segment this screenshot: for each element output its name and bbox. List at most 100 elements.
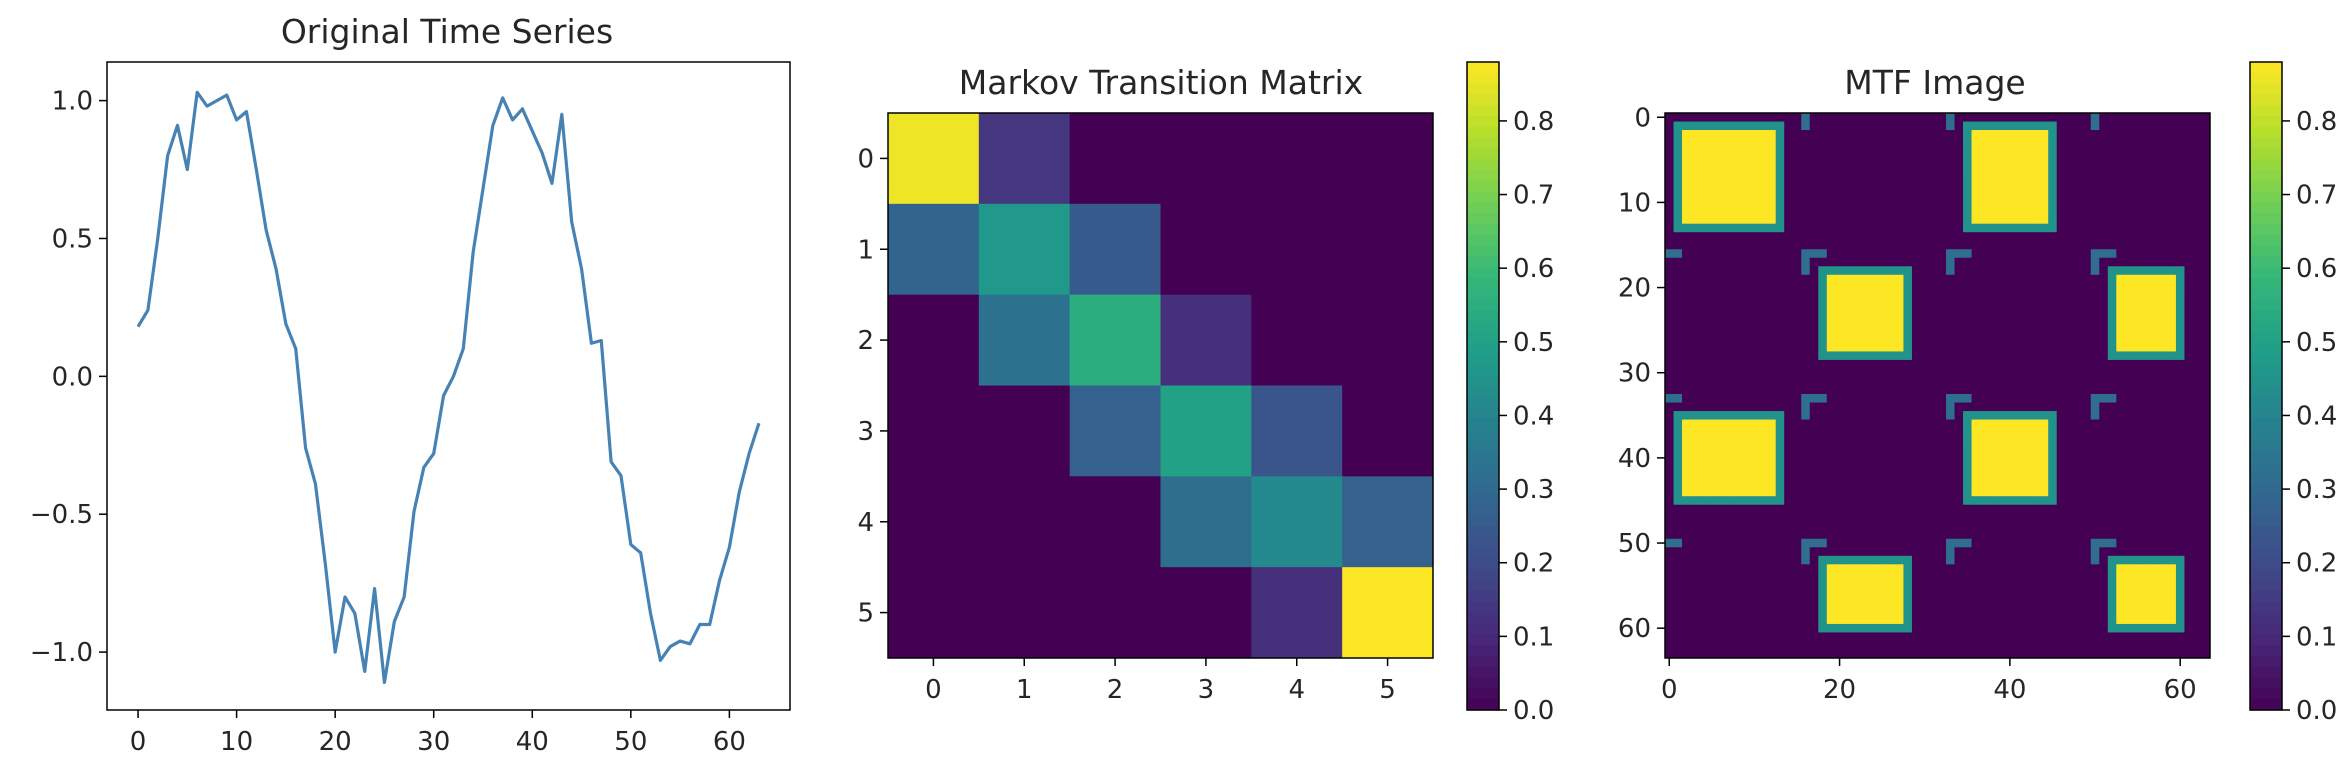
mtf-pixel — [2022, 589, 2032, 599]
mtf-pixel — [1775, 564, 1785, 574]
mtf-pixel — [1920, 215, 1930, 225]
mtf-pixel — [1894, 274, 1904, 284]
mtf-pixel — [1963, 172, 1973, 182]
mtf-pixel — [1673, 215, 1683, 225]
mtf-pixel — [1937, 606, 1947, 616]
mtf-pixel — [1928, 113, 1938, 123]
mtf-pixel — [1946, 487, 1956, 497]
mtf-pixel — [2175, 496, 2185, 506]
mtf-pixel — [1997, 470, 2007, 480]
mtf-pixel — [1928, 121, 1938, 131]
mtf-pixel — [1699, 223, 1709, 233]
mtf-pixel — [1920, 436, 1930, 446]
mtf-pixel — [1877, 317, 1887, 327]
mtf-pixel — [1937, 368, 1947, 378]
mtf-pixel — [1665, 181, 1675, 191]
mtf-pixel — [1809, 376, 1819, 386]
mtf-pixel — [1852, 632, 1862, 642]
mtf-pixel — [2022, 479, 2032, 489]
mtf-pixel — [1860, 164, 1870, 174]
colorbar-segment — [1467, 580, 1499, 592]
y-tick-label: 40 — [1618, 444, 1651, 474]
mtf-pixel — [2099, 547, 2109, 557]
mtf-pixel — [1869, 121, 1879, 131]
mtf-pixel — [2065, 376, 2075, 386]
mtf-pixel — [1707, 334, 1717, 344]
mtf-pixel — [1733, 428, 1743, 438]
mtf-pixel — [1877, 632, 1887, 642]
mtf-pixel — [1690, 249, 1700, 259]
mtf-pixel — [1767, 291, 1777, 301]
mtf-pixel — [1946, 240, 1956, 250]
mtf-pixel — [1750, 394, 1760, 404]
mtf-pixel — [2175, 649, 2185, 659]
mtf-pixel — [2082, 283, 2092, 293]
mtf-pixel — [1928, 274, 1938, 284]
mtf-pixel — [2048, 623, 2058, 633]
mtf-pixel — [2116, 487, 2126, 497]
mtf-pixel — [1903, 223, 1913, 233]
mtf-pixel — [2073, 283, 2083, 293]
mtf-pixel — [1835, 436, 1845, 446]
colorbar-segment — [1467, 375, 1499, 387]
mtf-pixel — [2022, 240, 2032, 250]
mtf-pixel — [1818, 428, 1828, 438]
mtf-pixel — [1724, 538, 1734, 548]
mtf-pixel — [1733, 266, 1743, 276]
mtf-pixel — [1946, 385, 1956, 395]
mtf-pixel — [1690, 572, 1700, 582]
mtf-pixel — [1928, 334, 1938, 344]
mtf-pixel — [1894, 513, 1904, 523]
mtf-pixel — [1818, 555, 1828, 565]
mtf-pixel — [2031, 291, 2041, 301]
mtf-pixel — [2065, 257, 2075, 267]
mtf-pixel — [1954, 172, 1964, 182]
mtf-pixel — [1911, 325, 1921, 335]
mtf-pixel — [1767, 138, 1777, 148]
mtf-pixel — [1928, 521, 1938, 531]
mtf-pixel — [1920, 351, 1930, 361]
mtf-pixel — [1792, 164, 1802, 174]
matrix-cell — [888, 385, 980, 477]
mtf-pixel — [1682, 649, 1692, 659]
mtf-pixel — [1826, 436, 1836, 446]
colorbar-segment — [1467, 148, 1499, 160]
mtf-pixel — [2167, 317, 2177, 327]
mtf-pixel — [2133, 462, 2143, 472]
mtf-pixel — [1997, 121, 2007, 131]
mtf-pixel — [1894, 266, 1904, 276]
mtf-pixel — [1818, 240, 1828, 250]
mtf-pixel — [2065, 308, 2075, 318]
mtf-pixel — [1911, 121, 1921, 131]
mtf-pixel — [2124, 530, 2134, 540]
mtf-pixel — [1886, 206, 1896, 216]
mtf-pixel — [1673, 632, 1683, 642]
mtf-pixel — [1835, 598, 1845, 608]
mtf-pixel — [1997, 368, 2007, 378]
mtf-pixel — [1758, 181, 1768, 191]
mtf-pixel — [1801, 394, 1811, 404]
mtf-pixel — [1673, 223, 1683, 233]
mtf-pixel — [1690, 530, 1700, 540]
colorbar-segment — [1467, 116, 1499, 128]
mtf-pixel — [2107, 530, 2117, 540]
mtf-pixel — [1665, 538, 1675, 548]
mtf-pixel — [2116, 445, 2126, 455]
mtf-pixel — [2175, 291, 2185, 301]
mtf-pixel — [1707, 232, 1717, 242]
mtf-pixel — [1971, 342, 1981, 352]
mtf-pixel — [1767, 640, 1777, 650]
mtf-pixel — [2014, 181, 2024, 191]
mtf-pixel — [2022, 300, 2032, 310]
mtf-pixel — [1826, 317, 1836, 327]
mtf-pixel — [1980, 189, 1990, 199]
mtf-pixel — [1860, 555, 1870, 565]
mtf-pixel — [1835, 632, 1845, 642]
mtf-pixel — [1826, 147, 1836, 157]
mtf-pixel — [2150, 121, 2160, 131]
mtf-pixel — [2184, 342, 2194, 352]
mtf-pixel — [1954, 121, 1964, 131]
mtf-pixel — [1886, 257, 1896, 267]
mtf-pixel — [1809, 147, 1819, 157]
mtf-pixel — [1792, 138, 1802, 148]
